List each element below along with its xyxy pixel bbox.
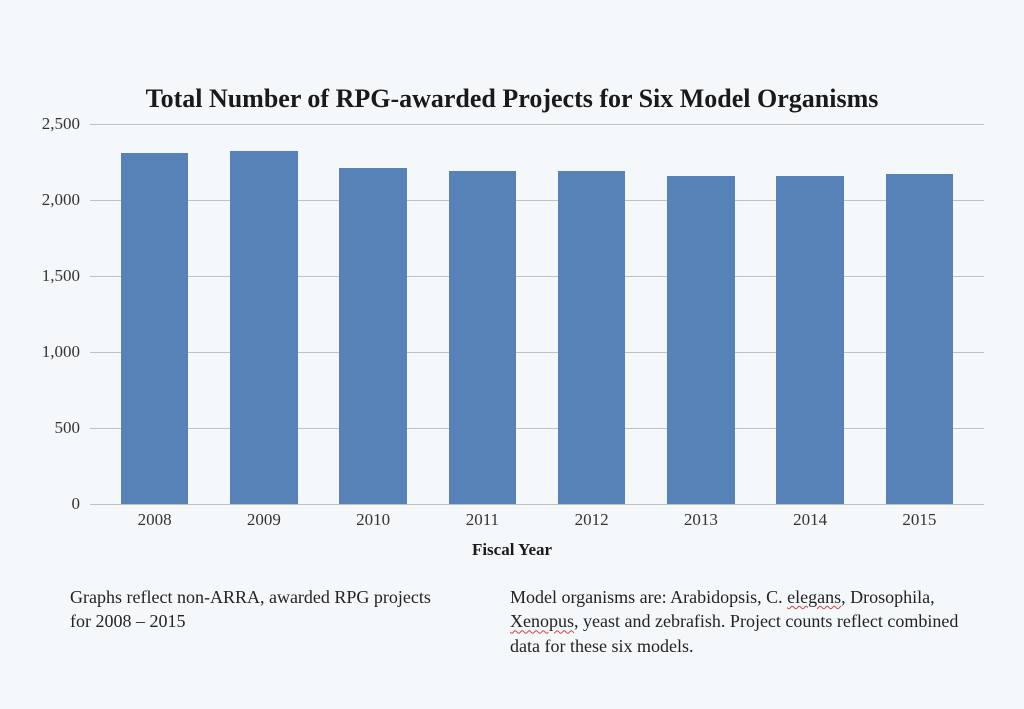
y-tick-label: 1,000 [20,342,80,362]
x-tick-label: 2013 [646,510,755,530]
gridline [90,504,984,505]
bar [667,176,735,504]
bar-slot [865,124,974,504]
bar-slot [537,124,646,504]
bar-slot [319,124,428,504]
x-tick-label: 2008 [100,510,209,530]
footer-right-b: elegans [787,587,841,607]
x-axis-title: Fiscal Year [0,540,1024,560]
chart-area: 05001,0001,5002,0002,500 [90,124,984,504]
bar [121,153,189,504]
y-tick-label: 2,500 [20,114,80,134]
footer-right-d: Xenopus [510,611,574,631]
plot-area [90,124,984,504]
chart-container: Total Number of RPG-awarded Projects for… [0,0,1024,709]
footer-notes: Graphs reflect non-ARRA, awarded RPG pro… [70,585,964,658]
bar-slot [428,124,537,504]
bar [886,174,954,504]
y-tick-label: 500 [20,418,80,438]
chart-title: Total Number of RPG-awarded Projects for… [0,0,1024,124]
bar [339,168,407,504]
x-tick-label: 2010 [319,510,428,530]
y-axis: 05001,0001,5002,0002,500 [28,124,88,504]
footer-right-c: , Drosophila, [841,587,935,607]
y-tick-label: 0 [20,494,80,514]
footer-right-e: , yeast and zebrafish. Project counts re… [510,611,958,655]
bar-slot [756,124,865,504]
footer-left-post: 2015 [145,611,186,631]
bar-slot [209,124,318,504]
bar [558,171,626,504]
y-tick-label: 1,500 [20,266,80,286]
footer-left-dash: – [136,611,145,631]
y-tick-label: 2,000 [20,190,80,210]
x-tick-label: 2015 [865,510,974,530]
x-axis-labels: 20082009201020112012201320142015 [90,510,984,530]
x-tick-label: 2011 [428,510,537,530]
bar-slot [100,124,209,504]
footer-left: Graphs reflect non-ARRA, awarded RPG pro… [70,585,450,658]
bar [449,171,517,504]
x-tick-label: 2014 [756,510,865,530]
bar-slot [646,124,755,504]
bar [776,176,844,504]
bars-group [90,124,984,504]
footer-left-pre: Graphs reflect non-ARRA, awarded RPG pro… [70,587,431,631]
footer-right: Model organisms are: Arabidopsis, C. ele… [510,585,964,658]
bar [230,151,298,504]
footer-right-a: Model organisms are: Arabidopsis, C. [510,587,787,607]
x-tick-label: 2009 [209,510,318,530]
x-tick-label: 2012 [537,510,646,530]
